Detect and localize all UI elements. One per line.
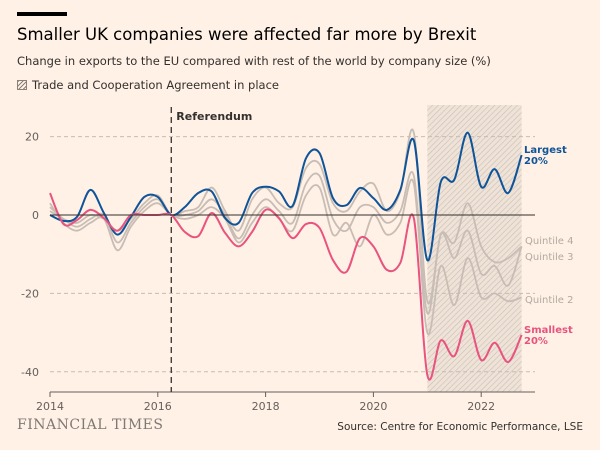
smallest-20-label: Smallest 20% (524, 325, 573, 347)
ft-logo: FINANCIAL TIMES (17, 417, 164, 433)
quintile-3-line (49, 171, 523, 315)
x-tick-label: 2014 (36, 400, 64, 413)
y-tick-label: -40 (21, 366, 39, 379)
quintile-3-label: Quintile 3 (525, 252, 574, 263)
x-tick-label: 2020 (359, 400, 387, 413)
y-tick-label: -20 (21, 287, 39, 300)
referendum-label: Referendum (176, 110, 252, 123)
hatch-swatch-icon (17, 80, 27, 90)
chart-subtitle: Change in exports to the EU compared wit… (17, 54, 491, 68)
quintile-2-line (49, 178, 522, 336)
largest-20-line (49, 131, 523, 262)
legend: Trade and Cooperation Agreement in place (17, 78, 279, 92)
y-tick-label: 0 (32, 209, 39, 222)
largest-20-label: Largest 20% (524, 145, 567, 167)
x-tick-label: 2018 (252, 400, 280, 413)
quintile-2-label: Quintile 2 (525, 295, 574, 306)
quintile-4-label: Quintile 4 (525, 236, 574, 247)
y-tick-label: 20 (25, 131, 39, 144)
ft-accent-bar (17, 12, 67, 16)
x-tick-label: 2016 (144, 400, 172, 413)
chart-title: Smaller UK companies were affected far m… (17, 25, 477, 44)
legend-label: Trade and Cooperation Agreement in place (32, 78, 279, 92)
x-tick-label: 2022 (467, 400, 495, 413)
source-note: Source: Centre for Economic Performance,… (337, 421, 583, 433)
